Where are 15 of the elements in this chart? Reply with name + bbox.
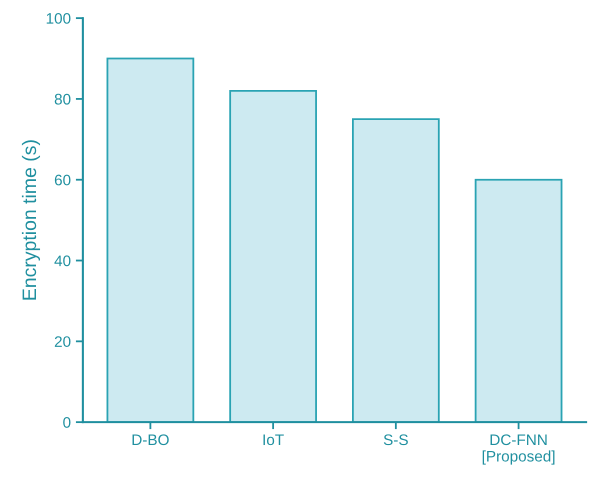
bar	[229, 90, 317, 422]
y-tick-label: 60	[54, 174, 70, 186]
bar	[474, 178, 562, 422]
y-tick-label: 100	[46, 12, 70, 24]
y-tick-label: 20	[54, 336, 70, 348]
x-tick-label: S-S	[384, 434, 408, 446]
y-tick-label: 80	[54, 94, 70, 105]
x-tick-label: IoT	[263, 434, 284, 446]
x-tick-label: D-BO	[132, 434, 169, 446]
y-tick-label: 0	[63, 417, 70, 428]
y-tick-label: 40	[54, 255, 70, 266]
bar	[106, 58, 194, 422]
x-tick-label: DC-FNN [Proposed]	[482, 434, 554, 465]
bar	[352, 118, 440, 422]
y-axis-title: Encryption time (s)	[22, 140, 40, 300]
